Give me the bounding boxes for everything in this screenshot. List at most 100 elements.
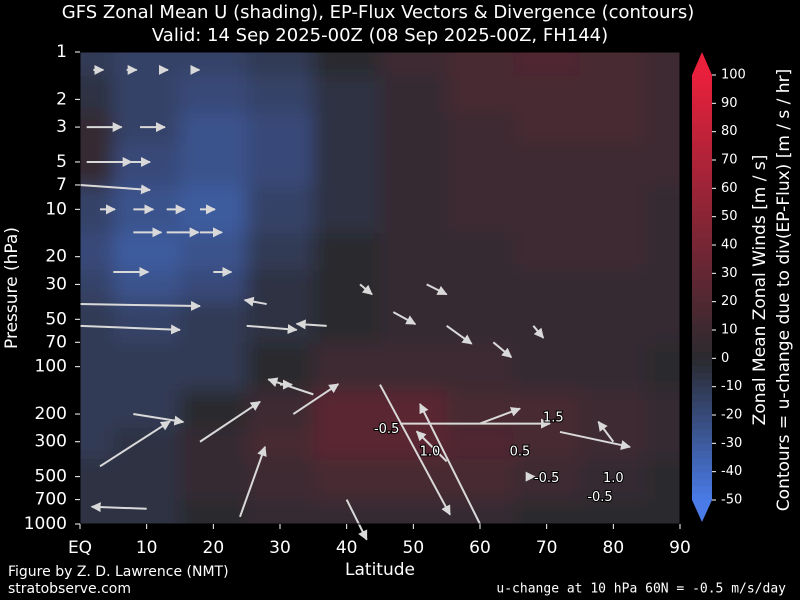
colorbar-segment: [692, 478, 712, 487]
wind-cell: [446, 75, 514, 114]
wind-cell: [646, 390, 680, 429]
wind-cell: [380, 233, 448, 272]
wind-cell: [580, 75, 648, 114]
colorbar-segment: [692, 181, 712, 189]
colorbar-segment: [692, 429, 712, 437]
colorbar-segment: [692, 195, 712, 203]
wind-cell: [80, 113, 114, 146]
colorbar-segment: [692, 337, 712, 345]
wind-cell: [113, 301, 181, 344]
wind-cell: [446, 427, 514, 460]
colorbar-segment: [692, 330, 712, 338]
colorbar-segment: [692, 407, 712, 416]
colorbar-segment: [692, 415, 712, 423]
colorbar-tick-label: 60: [721, 181, 738, 196]
y-tick-label: 1000: [24, 514, 67, 534]
x-tick-label: 70: [536, 538, 558, 558]
y-tick-label: 100: [35, 357, 67, 377]
colorbar-tick-label: 40: [721, 238, 738, 253]
wind-cell: [646, 185, 680, 234]
ep-flux-vector: [133, 413, 185, 426]
wind-cell: [380, 342, 448, 391]
colorbar-segment: [692, 230, 712, 239]
colorbar-segment: [692, 422, 712, 430]
wind-cell: [646, 270, 680, 303]
colorbar-segment: [692, 287, 712, 296]
wind-cell: [580, 342, 648, 391]
colorbar-segment: [692, 103, 712, 111]
contour-label: -0.5: [587, 490, 612, 505]
wind-cell: [180, 270, 248, 303]
ep-flux-vector: [292, 383, 340, 415]
colorbar-tick-label: -30: [721, 436, 742, 451]
wind-cell: [580, 459, 648, 501]
wind-cell: [580, 52, 648, 77]
wind-cell: [646, 144, 680, 187]
colorbar-segment: [692, 400, 712, 409]
wind-cell: [446, 233, 514, 272]
wind-cell: [380, 459, 448, 501]
wind-cell: [513, 144, 581, 187]
colorbar-segment: [692, 152, 712, 161]
wind-cell: [113, 52, 181, 77]
wind-cell: [513, 52, 581, 77]
wind-cell: [580, 270, 648, 303]
colorbar-segment: [692, 393, 712, 402]
wind-cell: [446, 301, 514, 344]
ep-flux-vector: [415, 430, 448, 463]
contour-label: 0.5: [510, 444, 531, 459]
colorbar-tick-label: -10: [721, 379, 742, 394]
colorbar-segment: [692, 450, 712, 458]
y-tick-label: 20: [45, 247, 67, 267]
colorbar-segment: [692, 457, 712, 466]
wind-cell: [80, 144, 114, 187]
wind-cell: [313, 52, 381, 77]
wind-cell: [113, 75, 181, 114]
wind-cell: [180, 144, 248, 187]
y-tick-label: 1: [56, 42, 67, 62]
wind-cell: [313, 459, 381, 501]
wind-cell: [113, 113, 181, 146]
y-tick-label: 300: [35, 432, 67, 452]
wind-cell: [380, 75, 448, 114]
y-tick-label: 7: [56, 175, 67, 195]
x-axis-label: Latitude: [345, 560, 415, 580]
chart-title: GFS Zonal Mean U (shading), EP-Flux Vect…: [62, 2, 694, 23]
wind-cell: [646, 459, 680, 501]
wind-cell: [113, 459, 181, 501]
colorbar-segment: [692, 301, 712, 310]
wind-cell: [446, 113, 514, 146]
colorbar-tick-label: -50: [721, 493, 742, 508]
wind-cell: [513, 233, 581, 272]
colorbar-segment: [692, 167, 712, 175]
colorbar-segment: [692, 443, 712, 451]
ep-flux-vector: [90, 502, 147, 513]
contour-label: 1.5: [543, 411, 564, 426]
wind-cell: [246, 500, 314, 524]
colorbar-segment: [692, 75, 712, 83]
wind-cell: [313, 427, 381, 460]
wind-cell: [380, 185, 448, 234]
wind-cell: [380, 500, 448, 524]
wind-cell: [180, 75, 248, 114]
y-axis-label: Pressure (hPa): [2, 227, 22, 349]
ep-flux-vector: [446, 325, 473, 345]
ep-flux-vector: [559, 430, 631, 450]
colorbar-segment: [692, 344, 712, 352]
colorbar-tick-label: 70: [721, 153, 738, 168]
wind-cell: [313, 233, 381, 272]
wind-cell: [380, 390, 448, 429]
x-tick-label: 50: [403, 538, 425, 558]
wind-cell: [80, 427, 114, 460]
colorbar-segment: [692, 145, 712, 154]
wind-cell: [246, 233, 314, 272]
contour-label: -0.5: [534, 471, 559, 486]
colorbar-segment: [692, 82, 712, 90]
wind-cell: [580, 233, 648, 272]
wind-cell: [313, 390, 381, 429]
colorbar-segment: [692, 160, 712, 168]
wind-cell: [180, 233, 248, 272]
colorbar-extend-bottom: [692, 500, 712, 522]
wind-cell: [513, 185, 581, 234]
